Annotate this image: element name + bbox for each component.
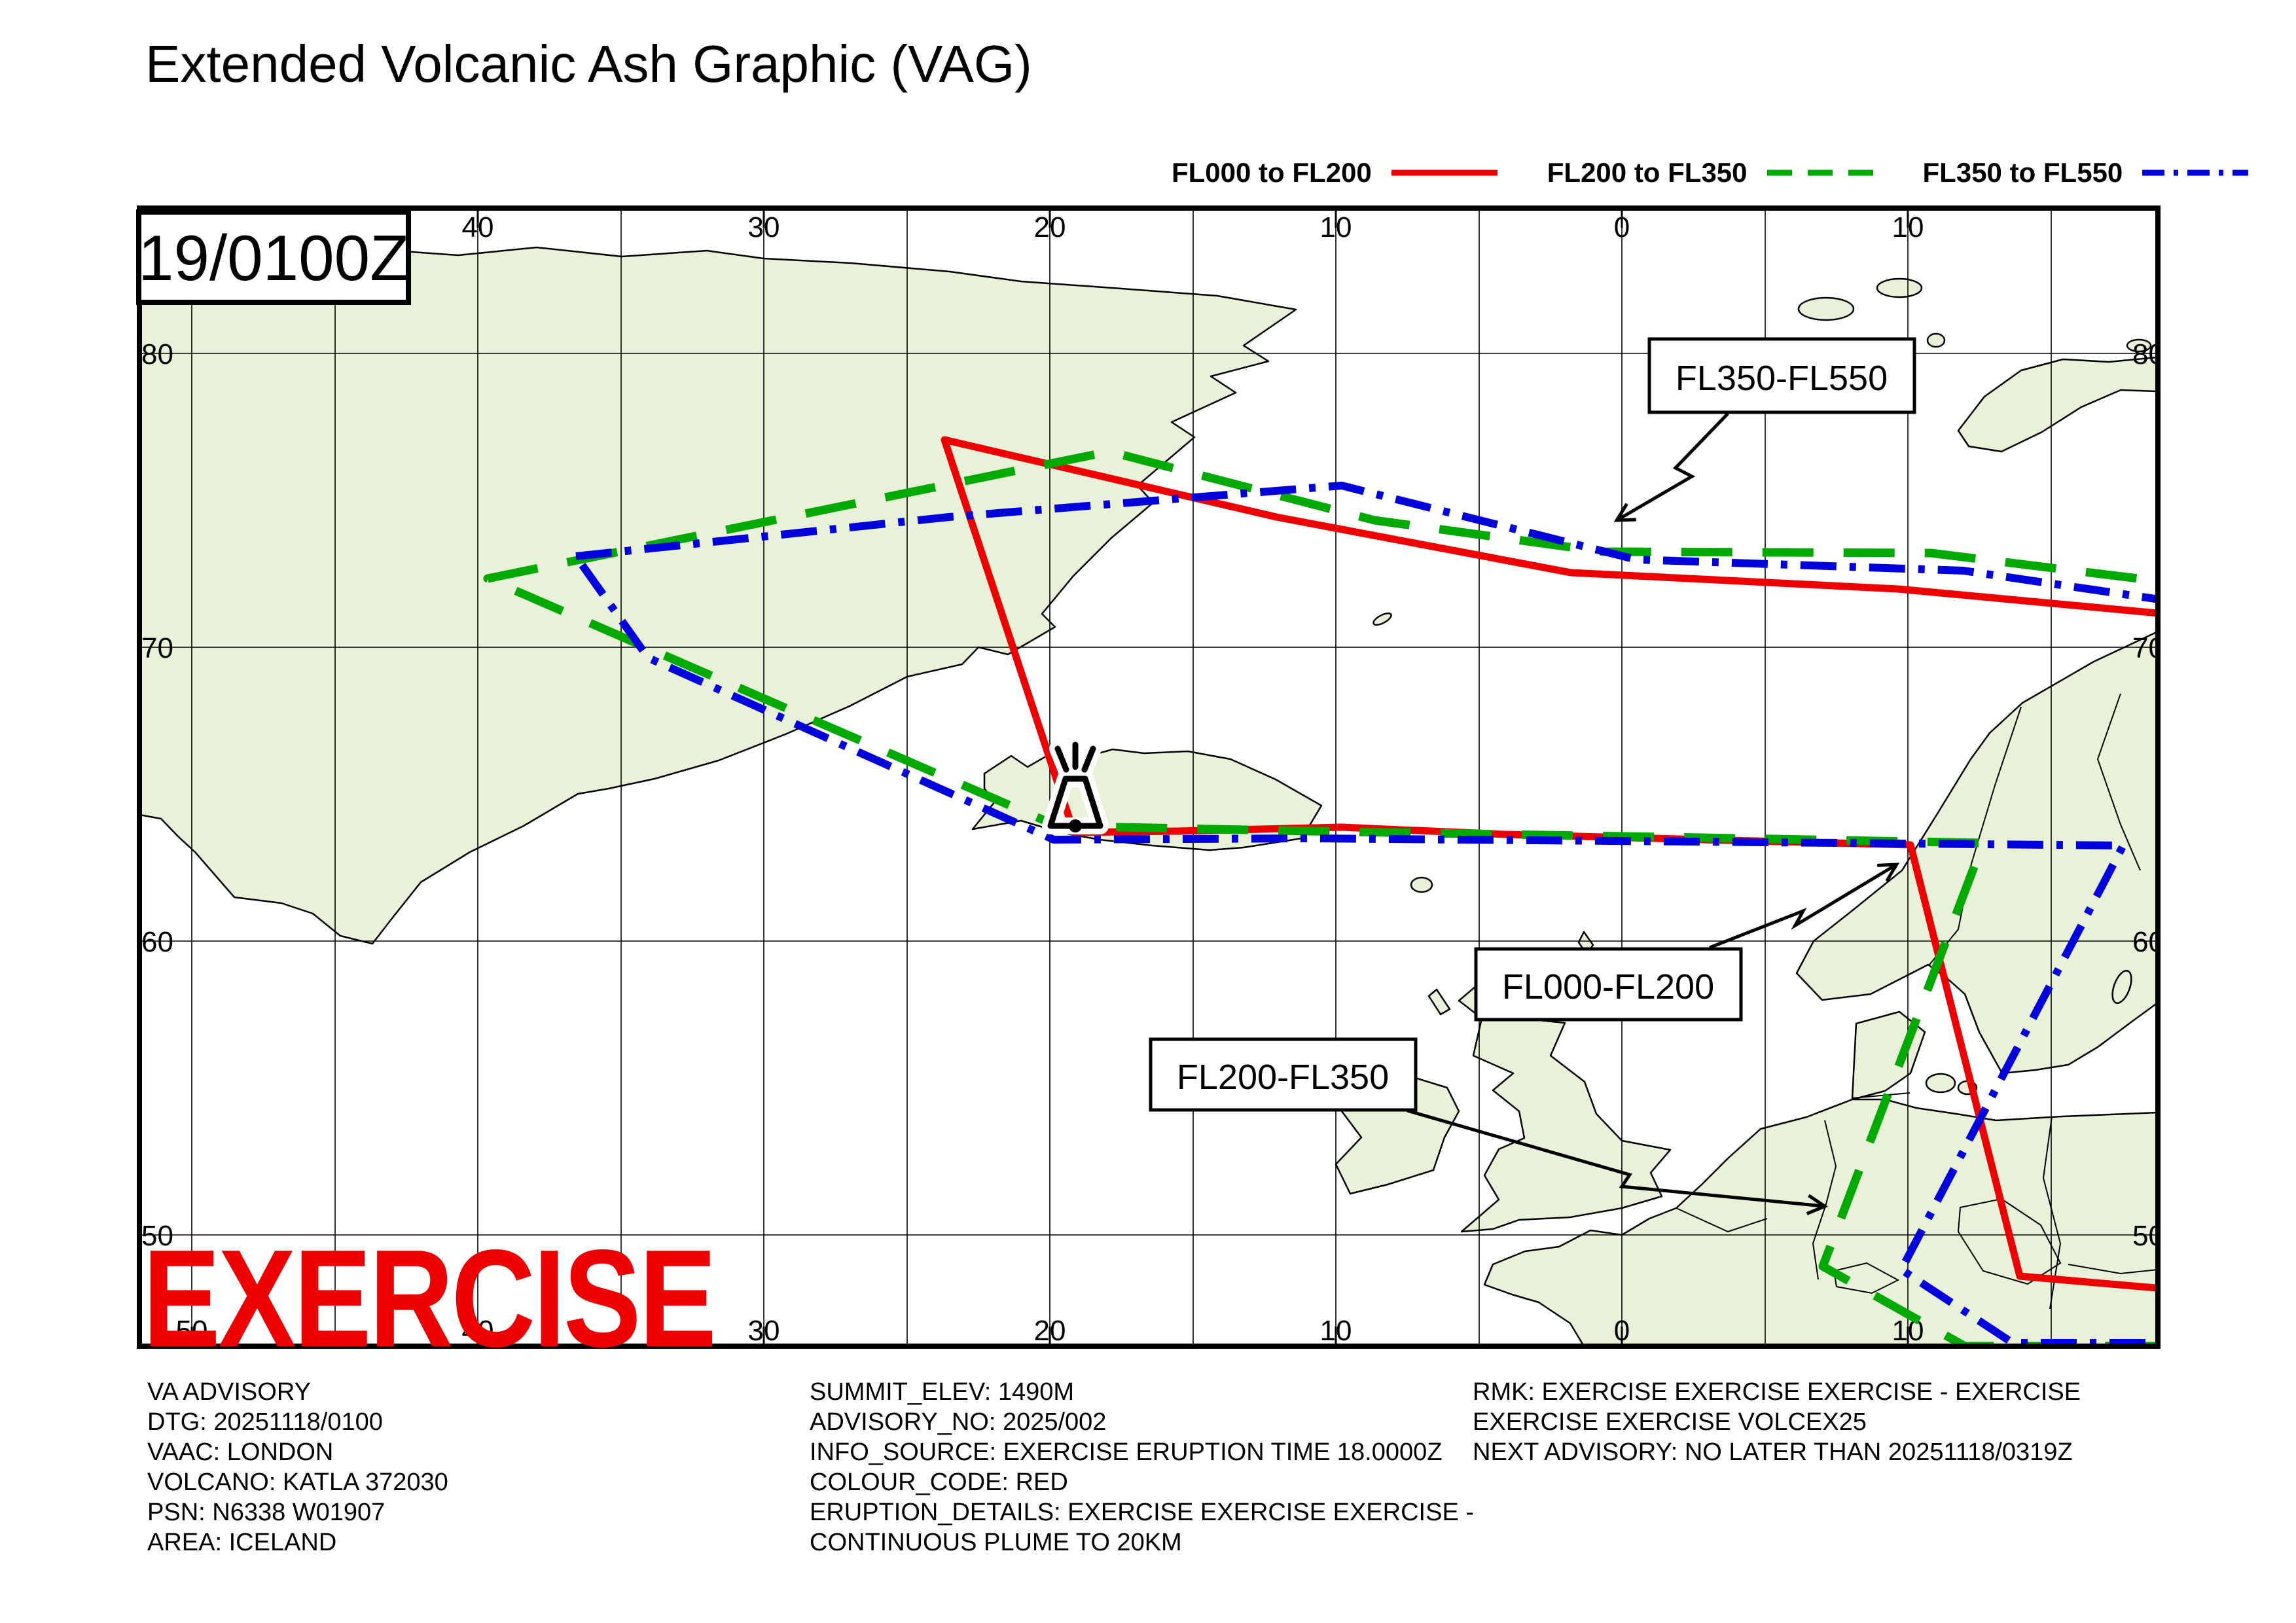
fl350-callout-label: FL350-FL550 [1676,359,1888,398]
info-line: VAAC: LONDON [147,1438,334,1466]
axis-label-bottom: 40 [462,1315,494,1347]
info-line: EXERCISE EXERCISE VOLCEX25 [1473,1408,1867,1436]
callout-boxes: FL350-FL550 FL000-FL200 FL200-FL350 [1149,337,1916,1112]
greenland-landmass [139,246,1297,945]
axis-label-bottom: 20 [1034,1315,1066,1347]
legend-label-fl000: FL000 to FL200 [1172,157,1372,188]
great-britain-landmass [1458,978,1672,1233]
legend-label-fl200: FL200 to FL350 [1547,157,1748,188]
legend-item-fl350: FL350 to FL550 [1923,157,2251,188]
exercise-watermark: EXERCISE [143,1221,717,1376]
info-line: INFO_SOURCE: EXERCISE ERUPTION TIME 18.0… [810,1438,1443,1466]
axis-label-right: 50 [2132,1220,2164,1252]
callout-arrows [1407,412,1900,1215]
arctic-islet-3 [1926,332,1946,348]
fl000-callout-box [1474,947,1743,1022]
faroe-islands [1410,876,1433,893]
advisory-info-column-2: SUMMIT_ELEV: 1490M ADVISORY_NO: 2025/002… [810,1377,1474,1558]
issue-time-label: 19/0100Z [138,222,409,294]
info-line: AREA: ICELAND [147,1529,337,1556]
info-line: COLOUR_CODE: RED [810,1469,1068,1496]
arctic-islet-2 [1876,277,1923,298]
axis-label-left: 80 [141,338,173,370]
info-line: ADVISORY_NO: 2025/002 [810,1408,1107,1436]
graticule [139,208,2158,1346]
hebrides-islands [1427,988,1451,1016]
info-line: VOLCANO: KATLA 372030 [147,1469,448,1496]
axis-label-top: 0 [1614,211,1630,243]
info-line: PSN: N6338 W01907 [147,1499,386,1526]
axis-label-top: 40 [462,211,494,243]
fl350-callout-arrow [1613,412,1729,522]
ash-polygon-fl350-fl550 [572,482,2158,1346]
advisory-info-column-3: RMK: EXERCISE EXERCISE EXERCISE - EXERCI… [1473,1377,2081,1467]
legend-item-fl000: FL000 to FL200 [1172,157,1500,188]
axis-label-right: 80 [2132,338,2164,370]
solid-line-icon [1391,169,1498,176]
fl200-callout-label: FL200-FL350 [1177,1058,1389,1097]
axis-label-bottom: 10 [1320,1315,1352,1347]
axis-label-top: 30 [748,211,780,243]
issue-time-stamp: 19/0100Z [136,209,411,305]
axis-label-bottom: 30 [748,1315,780,1347]
info-line: RMK: EXERCISE EXERCISE EXERCISE - EXERCI… [1473,1378,2081,1406]
info-line: VA ADVISORY [147,1378,311,1406]
fl000-callout-arrow [1709,863,1900,950]
fl200-callout-arrow [1407,1109,1829,1215]
map-frame [137,205,2161,1349]
danish-island-1 [1925,1073,1956,1094]
dashed-line-icon [1767,169,1873,176]
legend-label-fl350: FL350 to FL550 [1922,157,2123,188]
info-line: CONTINUOUS PLUME TO 20KM [810,1529,1182,1556]
gotland-island [2111,969,2132,1005]
axis-label-bottom: 50 [176,1315,208,1347]
axis-label-right: 60 [2132,926,2164,958]
ash-polygon-fl200-fl350 [483,447,2158,1346]
axis-label-top: 10 [1320,211,1352,243]
dashdot-line-icon [2142,169,2249,176]
fl000-callout-label: FL000-FL200 [1502,967,1714,1007]
axis-label-top: 10 [1892,211,1924,243]
issue-time-box [136,209,411,305]
page-title: Extended Volcanic Ash Graphic (VAG) [145,35,1032,93]
ash-polygons [483,436,2158,1346]
volcano-eruption-icon [1042,736,1109,834]
axis-label-left: 70 [141,632,173,664]
jan-mayen-island [1372,612,1392,626]
tick-marks [190,208,1909,1346]
axis-label-left: 50 [141,1220,173,1252]
legend-item-fl200: FL200 to FL350 [1547,157,1876,188]
legend: FL000 to FL200 FL200 to FL350 FL350 to F… [1172,157,2251,188]
advisory-info-column-1: VA ADVISORY DTG: 20251118/0100 VAAC: LON… [147,1377,448,1558]
fl350-callout-box [1647,337,1916,414]
axis-label-bottom: 0 [1614,1315,1630,1347]
axis-label-top: 20 [1034,211,1066,243]
axis-label-right: 70 [2132,632,2164,664]
info-line: NEXT ADVISORY: NO LATER THAN 20251118/03… [1473,1438,2073,1466]
info-line: SUMMIT_ELEV: 1490M [810,1378,1075,1406]
svalbard-islet [2126,338,2152,353]
info-line: DTG: 20251118/0100 [147,1408,383,1436]
arctic-islet-1 [1797,296,1855,321]
fl200-callout-box [1149,1037,1418,1112]
scandinavia-landmass [1795,630,2158,1075]
info-line: ERUPTION_DETAILS: EXERCISE EXERCISE EXER… [810,1499,1474,1526]
axis-label-left: 60 [141,926,173,958]
